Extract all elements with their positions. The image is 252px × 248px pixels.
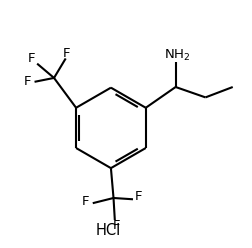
- Text: F: F: [63, 47, 71, 60]
- Text: F: F: [81, 195, 89, 208]
- Text: F: F: [135, 190, 142, 203]
- Text: F: F: [112, 219, 119, 232]
- Text: HCl: HCl: [95, 223, 120, 238]
- Text: F: F: [23, 75, 31, 88]
- Text: NH$_2$: NH$_2$: [163, 48, 189, 63]
- Text: F: F: [27, 53, 35, 65]
